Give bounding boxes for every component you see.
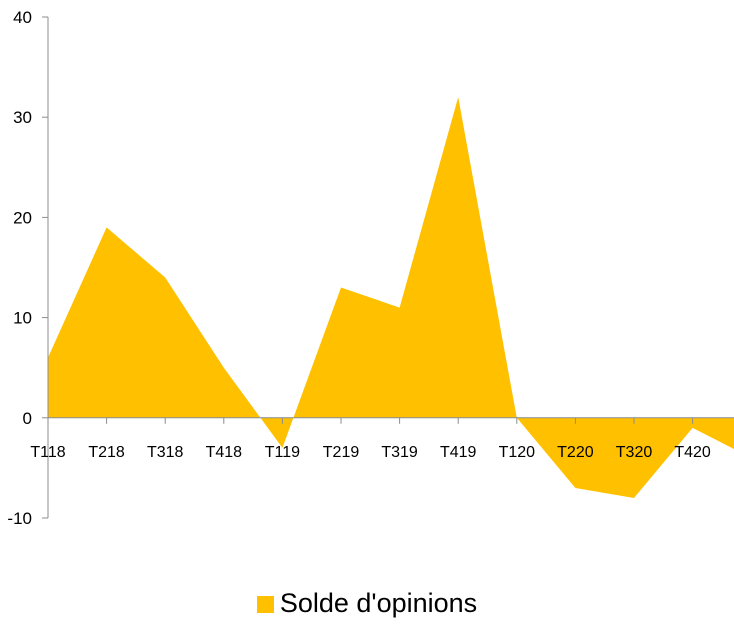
x-tick-label: T318 xyxy=(147,444,184,461)
series-area-solde xyxy=(48,97,734,498)
y-tick-label: 0 xyxy=(23,409,32,428)
area-chart: -10 0 10 20 30 40 T118 T218 T318 T418 T119 T219 T31… xyxy=(7,8,734,528)
x-tick-label: T419 xyxy=(440,444,477,461)
y-tick-label: 40 xyxy=(13,8,32,27)
x-tick-label: T118 xyxy=(30,444,65,461)
x-tick-label: T120 xyxy=(499,444,536,461)
x-tick-label: T319 xyxy=(381,444,418,461)
y-tick-label: 20 xyxy=(13,208,32,227)
x-tick-label: T418 xyxy=(206,444,243,461)
y-tick-label: 10 xyxy=(13,309,32,328)
y-tick-label: 30 xyxy=(13,108,32,127)
legend-label: Solde d'opinions xyxy=(279,588,478,618)
x-tick-label: T119 xyxy=(265,444,300,461)
y-tick-label: -10 xyxy=(7,509,32,528)
y-axis-ticks: -10 0 10 20 30 40 xyxy=(7,8,48,528)
legend-swatch xyxy=(256,596,274,613)
x-tick-label: T420 xyxy=(674,444,711,461)
x-tick-label: T320 xyxy=(616,444,653,461)
x-tick-label: T219 xyxy=(323,444,360,461)
x-tick-label: T218 xyxy=(88,444,125,461)
x-tick-label: T220 xyxy=(557,444,594,461)
legend: Solde d'opinions xyxy=(0,588,734,619)
x-axis-ticks: T118 T218 T318 T418 T119 T219 T319 T419 T120 T220… xyxy=(30,417,711,461)
